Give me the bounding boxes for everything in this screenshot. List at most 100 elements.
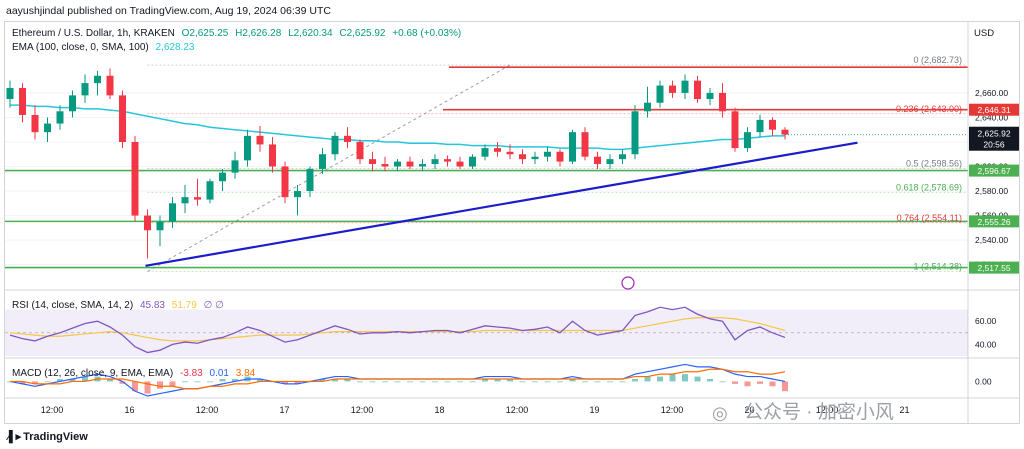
candle-body <box>231 160 239 173</box>
macd-hist-bar <box>657 376 663 382</box>
candle-body <box>581 132 589 157</box>
candle <box>481 144 489 161</box>
time-tick-label: 16 <box>124 405 134 415</box>
rsi-value: 45.83 <box>139 300 165 311</box>
candle <box>294 184 301 216</box>
candle-body <box>481 148 489 157</box>
fib-level-label: 0.764 (2,554.11) <box>897 213 962 223</box>
candle <box>194 178 201 206</box>
candle-body <box>594 156 601 165</box>
alert-icon <box>621 276 635 290</box>
time-tick-label: 19 <box>589 405 599 415</box>
candle <box>381 156 389 172</box>
fib-level-label: 1 (2,514.38) <box>913 261 962 271</box>
resistance-price-label: 2,646.31 <box>977 105 1010 115</box>
candle-body <box>419 164 426 167</box>
macd-hist-bar <box>194 381 201 383</box>
macd-hist-bar <box>744 381 751 387</box>
macd-hist-bar <box>532 381 538 383</box>
candle <box>231 151 239 179</box>
publish-attribution: aayushjindal published on TradingView.co… <box>6 5 331 17</box>
fib-level-label: 0 (2,682.73) <box>913 55 962 65</box>
candle-body <box>756 119 764 133</box>
macd-hist-bar <box>557 381 563 383</box>
candle-body <box>56 111 64 124</box>
candle <box>306 166 314 198</box>
candle-body <box>431 159 439 165</box>
candle <box>94 70 101 96</box>
macd-hist-bar <box>144 381 151 394</box>
candle-body <box>669 85 676 93</box>
support-price-tag <box>969 215 1019 228</box>
ema-legend: EMA (100, close, 0, SMA, 100) 2,628.23 <box>12 42 198 53</box>
macd-hist-bar <box>694 376 701 382</box>
candle-body <box>169 203 176 222</box>
last-price-label: 2,625.92 <box>977 129 1010 139</box>
macd-hist-bar <box>582 381 588 383</box>
time-tick-label: 12:00 <box>661 405 684 415</box>
candle <box>156 215 164 247</box>
time-tick-label: 12:00 <box>196 405 219 415</box>
tradingview-logo-icon: ⁄▌▸ <box>8 431 21 443</box>
macd-hist-bar <box>44 381 51 383</box>
macd-label: MACD (12, 26, close, 9, EMA, EMA) <box>12 368 174 379</box>
candle-body <box>44 123 51 133</box>
candle <box>781 127 789 140</box>
candle <box>769 117 776 136</box>
candle <box>506 144 514 160</box>
macd-hist-bar <box>669 374 676 382</box>
price-tick-label: 2,580.00 <box>975 186 1008 196</box>
candle-body <box>219 172 226 182</box>
candle <box>756 114 764 138</box>
candle-body <box>94 75 101 84</box>
time-tick-label: 12:00 <box>41 405 64 415</box>
candle <box>131 135 139 222</box>
rsi-legend: RSI (14, close, SMA, 14, 2) 45.83 51.79 … <box>12 300 228 311</box>
last-price-time: 20:56 <box>983 140 1005 150</box>
candle <box>344 127 351 149</box>
time-tick-label: 17 <box>279 405 289 415</box>
candle <box>269 137 276 173</box>
fib-level-label: 0.236 (2,643.00) <box>896 104 962 114</box>
candle <box>719 83 726 118</box>
candle <box>81 74 89 103</box>
macd-hist-bar <box>394 381 401 383</box>
candle <box>181 184 189 214</box>
candle-body <box>144 215 151 231</box>
candle <box>569 129 576 165</box>
time-tick-label: 12:00 <box>351 405 374 415</box>
symbol-legend: Ethereum / U.S. Dollar, 1h, KRAKEN O2,62… <box>12 28 465 39</box>
candle <box>356 139 364 165</box>
candle <box>31 105 39 140</box>
support-price-label: 2,596.67 <box>977 166 1010 176</box>
candle <box>744 127 751 152</box>
rsi-extra: ∅ ∅ <box>203 300 224 311</box>
candle-body <box>269 144 276 167</box>
macd-hist-bar <box>619 381 626 383</box>
macd-hist-bar <box>182 381 188 383</box>
candle <box>281 161 289 204</box>
support-price-label: 2,555.26 <box>977 217 1010 227</box>
candle-body <box>181 197 189 204</box>
macd-tick-label: 0.00 <box>975 376 992 386</box>
wechat-icon: ◎ <box>712 402 728 423</box>
candle <box>106 68 114 100</box>
macd-hist-bar <box>382 381 388 383</box>
candle-body <box>19 88 26 115</box>
macd-hist-bar <box>207 381 213 383</box>
candle <box>319 148 326 174</box>
macd-hist-bar <box>594 381 601 383</box>
candle-body <box>381 164 389 167</box>
candle <box>606 154 614 169</box>
tradingview-logo[interactable]: ⁄▌▸ TradingView <box>8 431 88 443</box>
price-tick-label: 2,660.00 <box>975 88 1008 98</box>
candle-body <box>569 132 576 162</box>
macd-hist-bar <box>469 381 476 383</box>
price-tick-label: 2,640.00 <box>975 112 1008 122</box>
time-tick-label: 20 <box>744 405 754 415</box>
macd-hist-bar <box>219 379 226 382</box>
macd-hist-value: -3.83 <box>179 368 203 379</box>
candle-body <box>456 161 464 167</box>
ohlc-open: O2,625.25 <box>181 28 229 39</box>
